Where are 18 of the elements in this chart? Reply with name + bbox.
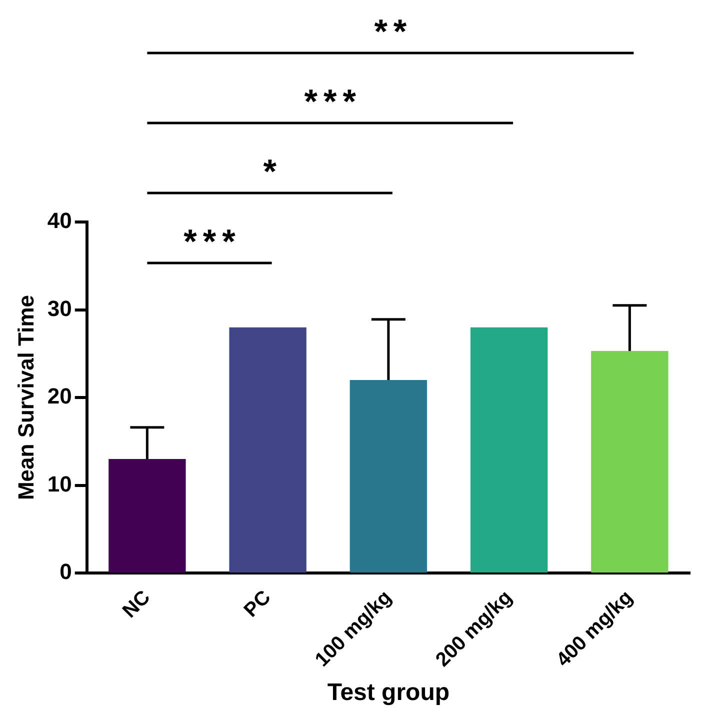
x-tick-label: NC [118,586,155,622]
y-tick-label: 0 [60,559,72,584]
y-axis-title: Mean Survival Time [13,295,38,500]
text: * [263,153,282,191]
y-tick-label: 20 [47,384,72,409]
bar [470,327,548,573]
y-tick-label: 30 [47,296,72,321]
x-axis-title: Test group [327,679,450,706]
bar [591,351,668,573]
text: *** [304,83,362,121]
x-tick-label: PC [240,586,276,622]
bar [108,458,186,573]
text: ** [374,13,413,51]
annotation: *** [184,223,242,261]
bar [229,327,306,573]
y-tick-label: 40 [47,208,72,234]
bar [350,380,428,573]
y-tick-label: 10 [47,471,72,496]
